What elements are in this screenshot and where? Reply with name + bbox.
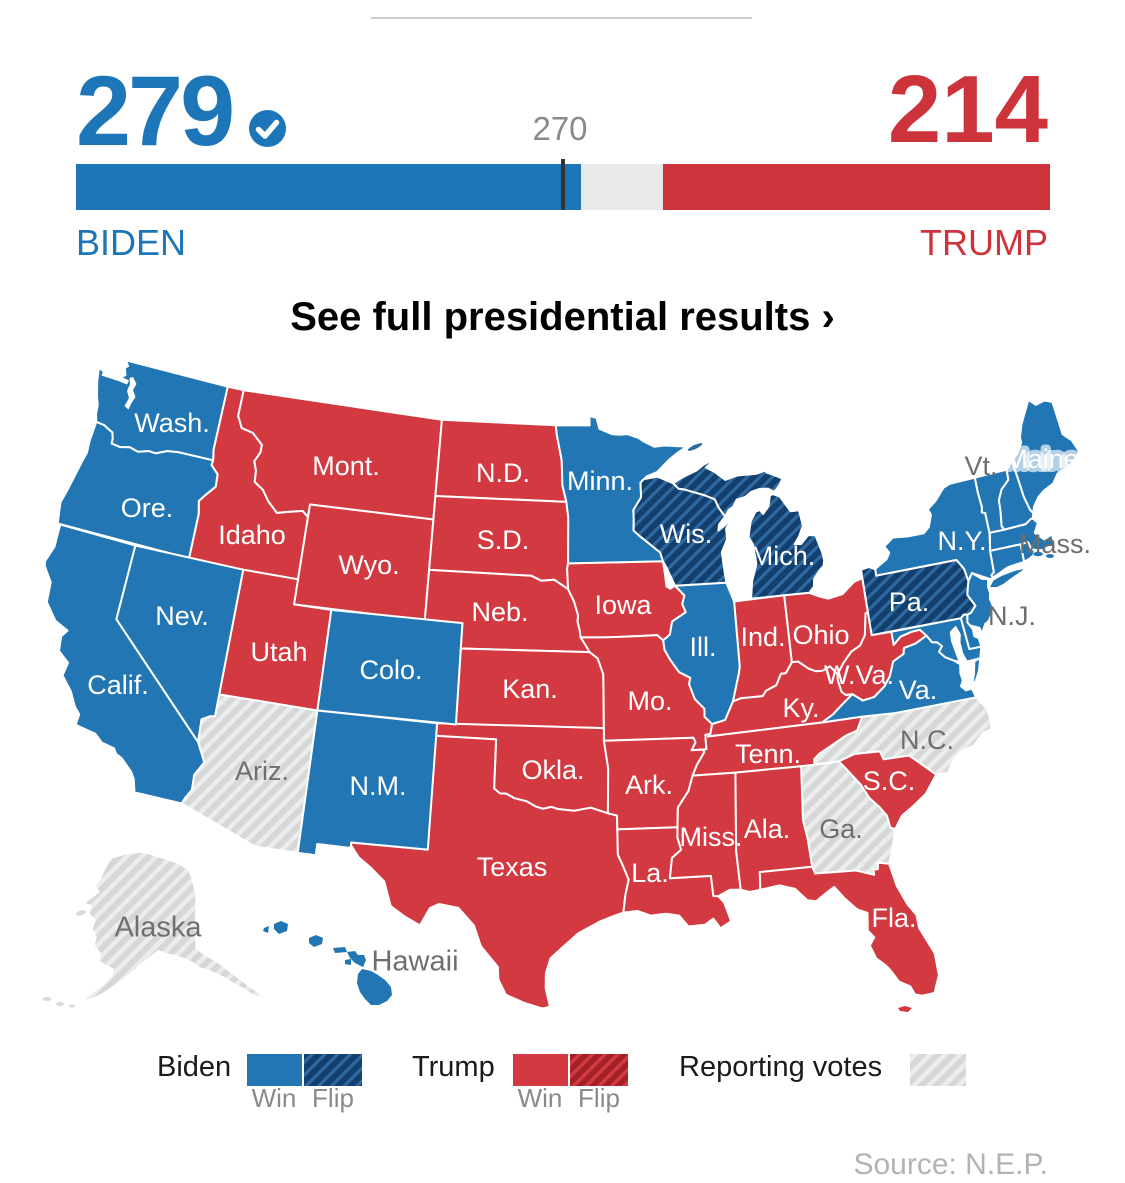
svg-text:Win: Win [518, 1083, 563, 1113]
svg-text:W.Va.: W.Va. [824, 660, 894, 690]
svg-text:Ohio: Ohio [792, 620, 849, 650]
svg-text:N.D.: N.D. [476, 458, 530, 488]
svg-text:Mass.: Mass. [1019, 529, 1091, 559]
svg-text:Iowa: Iowa [594, 590, 652, 620]
svg-text:Ind.: Ind. [740, 622, 785, 652]
svg-text:Colo.: Colo. [359, 655, 422, 685]
svg-text:Idaho: Idaho [218, 520, 286, 550]
svg-text:Alaska: Alaska [114, 912, 202, 944]
svg-text:Flip: Flip [312, 1083, 354, 1113]
svg-text:Ala.: Ala. [744, 814, 791, 844]
svg-text:Utah: Utah [250, 637, 307, 667]
svg-text:Maine: Maine [1005, 444, 1079, 474]
svg-text:Kan.: Kan. [502, 674, 558, 704]
svg-text:Reporting votes: Reporting votes [679, 1051, 882, 1083]
svg-text:Wis.: Wis. [660, 519, 712, 549]
svg-text:Minn.: Minn. [567, 466, 633, 496]
svg-text:Tenn.: Tenn. [735, 739, 801, 769]
svg-text:Flip: Flip [578, 1083, 620, 1113]
svg-text:Hawaii: Hawaii [371, 946, 458, 978]
svg-text:Ark.: Ark. [625, 770, 673, 800]
svg-text:Miss.: Miss. [680, 822, 743, 852]
svg-text:Biden: Biden [157, 1051, 231, 1083]
svg-text:Vt.: Vt. [964, 451, 997, 481]
svg-text:Trump: Trump [412, 1051, 495, 1083]
svg-text:N.Y.: N.Y. [937, 526, 986, 556]
svg-text:N.C.: N.C. [900, 725, 954, 755]
svg-text:Ga.: Ga. [819, 814, 863, 844]
svg-text:La.: La. [631, 858, 669, 888]
svg-text:Mo.: Mo. [627, 686, 672, 716]
svg-text:Ore.: Ore. [121, 493, 174, 523]
svg-text:Mont.: Mont. [312, 451, 380, 481]
svg-text:Ky.: Ky. [782, 693, 819, 723]
svg-text:S.C.: S.C. [863, 766, 916, 796]
svg-text:Mich.: Mich. [751, 541, 816, 571]
svg-text:Calif.: Calif. [87, 670, 149, 700]
svg-text:Win: Win [252, 1083, 297, 1113]
svg-text:Wash.: Wash. [134, 408, 210, 438]
svg-text:Nev.: Nev. [155, 601, 209, 631]
svg-text:S.D.: S.D. [477, 525, 530, 555]
svg-text:Okla.: Okla. [521, 755, 584, 785]
svg-text:Wyo.: Wyo. [338, 550, 399, 580]
svg-text:Ill.: Ill. [690, 632, 717, 662]
svg-text:Texas: Texas [477, 852, 548, 882]
svg-text:N.M.: N.M. [350, 771, 407, 801]
svg-text:N.J.: N.J. [988, 601, 1036, 631]
svg-text:Ariz.: Ariz. [235, 756, 289, 786]
svg-text:Neb.: Neb. [471, 597, 528, 627]
svg-text:Va.: Va. [899, 675, 938, 705]
svg-text:Pa.: Pa. [889, 587, 930, 617]
svg-text:Fla.: Fla. [871, 903, 916, 933]
